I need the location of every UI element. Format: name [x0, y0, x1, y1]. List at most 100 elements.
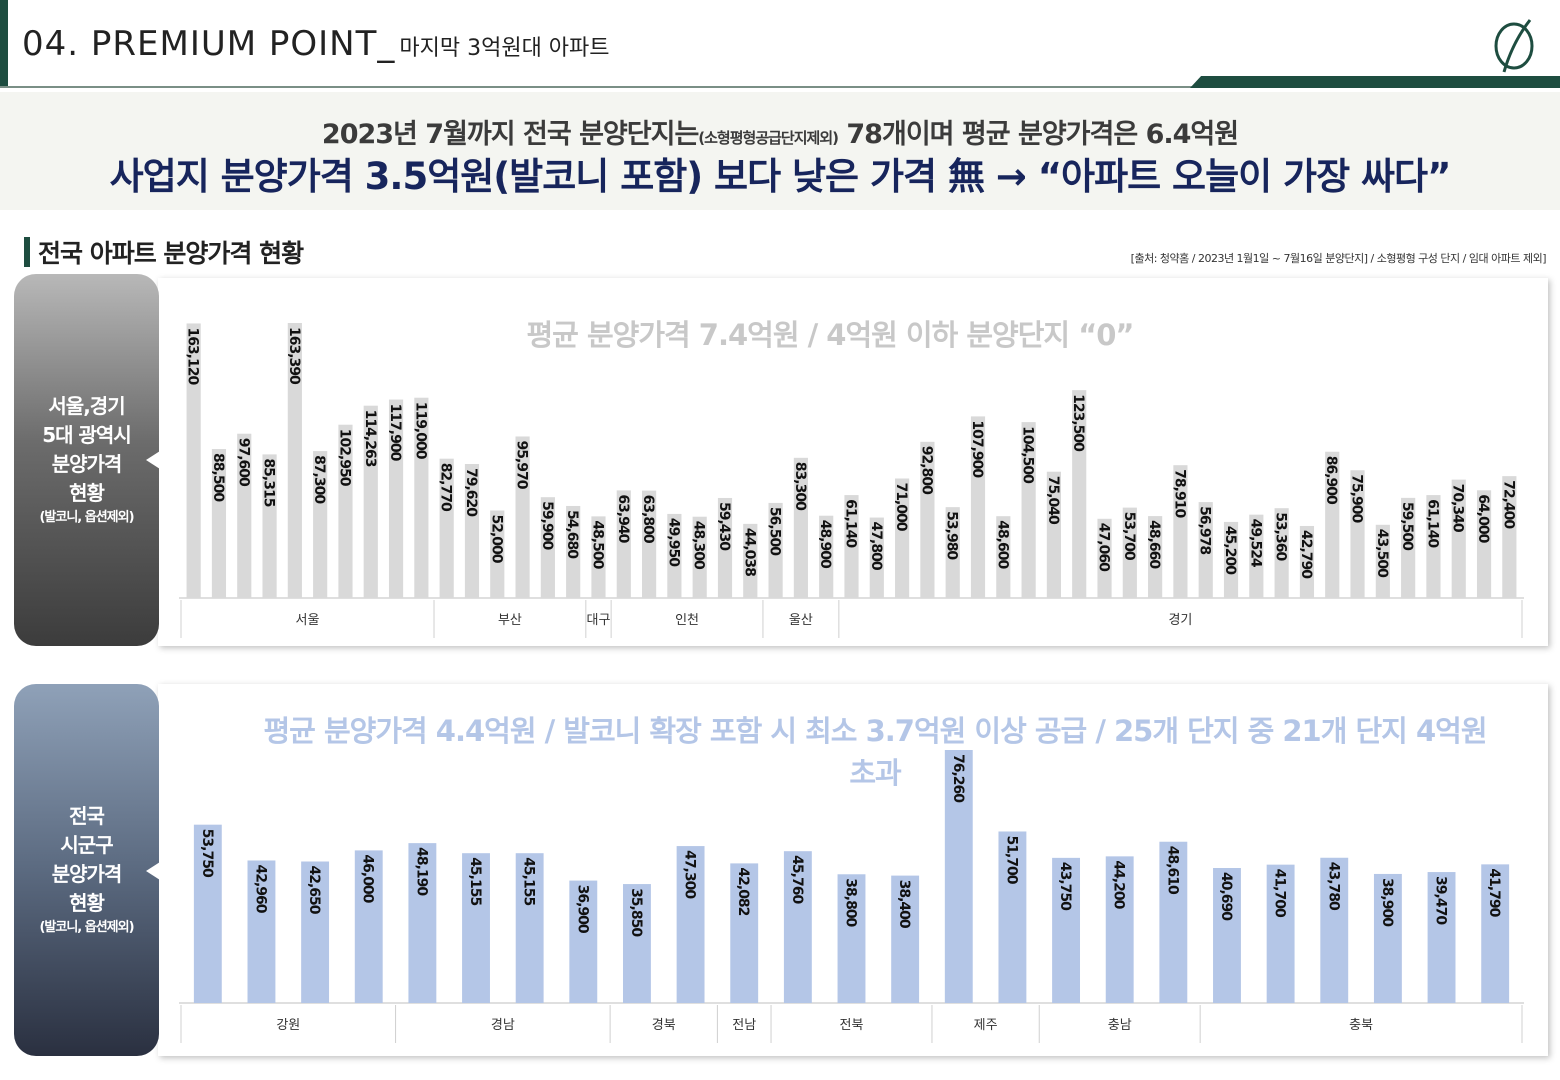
chart2-title: 평균 분양가격 4.4억원 / 발코니 확장 포함 시 최소 3.7억원 이상 …: [263, 714, 1488, 790]
group-label: 대구: [587, 613, 611, 628]
bar: [313, 451, 328, 598]
group-label: 제주: [974, 1018, 998, 1033]
bar: [464, 463, 480, 598]
group-label: 경기: [1168, 613, 1192, 628]
bar: [1375, 524, 1390, 598]
bar: [1052, 857, 1081, 1003]
bar-value-label: 38,900: [1379, 878, 1395, 927]
bar-value-label: 48,600: [994, 520, 1010, 569]
bar-value-label: 97,600: [235, 438, 251, 487]
bar: [1148, 516, 1163, 598]
bar: [211, 449, 227, 598]
bar: [622, 884, 651, 1003]
bar-value-label: 54,680: [564, 510, 580, 559]
bar: [1097, 518, 1112, 598]
bar-value-label: 38,800: [843, 878, 859, 927]
bar: [819, 515, 834, 598]
bar-value-label: 75,040: [1045, 476, 1061, 525]
group-label: 부산: [498, 613, 522, 628]
bar-value-label: 86,900: [1323, 456, 1339, 505]
bar: [1373, 873, 1402, 1003]
bar: [262, 454, 277, 598]
bar-value-label: 48,300: [691, 521, 707, 570]
bar: [439, 458, 454, 598]
bar-value-label: 61,140: [843, 499, 859, 548]
bar-value-label: 43,780: [1325, 862, 1341, 911]
bar: [247, 860, 276, 1003]
bar: [515, 436, 530, 598]
bar: [1350, 470, 1365, 598]
header-accent-bar: [0, 0, 8, 88]
bar: [920, 441, 935, 598]
source-note: [출처: 청약홈 / 2023년 1월1일 ~ 7월16일 분양단지] / 소형…: [1130, 252, 1547, 265]
bar-value-label: 95,970: [514, 440, 530, 489]
group-label: 강원: [276, 1018, 300, 1033]
bar-value-label: 75,900: [1349, 474, 1365, 523]
bar-value-label: 63,800: [640, 495, 656, 544]
bar: [1159, 841, 1188, 1003]
headline-line1-a: 2023년 7월까지 전국 분양단지는: [321, 119, 699, 150]
bar-value-label: 87,300: [311, 455, 327, 504]
bar: [414, 397, 429, 598]
bar-value-label: 63,940: [615, 494, 631, 543]
bar-value-label: 45,155: [521, 857, 537, 905]
bar-value-label: 114,263: [362, 410, 378, 467]
page-title: 04. PREMIUM POINT_ 마지막 3억원대 아파트: [22, 24, 610, 64]
bar: [1173, 465, 1188, 598]
bar: [895, 478, 910, 598]
bar-value-label: 42,960: [252, 864, 268, 913]
bar: [998, 831, 1027, 1003]
bar: [1476, 490, 1492, 598]
panel1-pointer: [146, 451, 160, 469]
bar-value-label: 39,470: [1433, 876, 1449, 925]
bar-value-label: 163,390: [286, 327, 302, 385]
bar-value-label: 42,082: [735, 867, 751, 915]
bar: [869, 517, 884, 598]
panel1-side-line: 분양가격: [51, 452, 123, 476]
bar-value-label: 56,978: [1197, 506, 1213, 554]
panel2-side-label: 전국 시군구 분양가격 현황 (발코니, 옵션제외): [14, 684, 159, 1056]
bar: [388, 399, 404, 598]
panel2-side-line: 현황: [69, 891, 105, 915]
panel1-side-line: 서울,경기: [48, 394, 125, 418]
bar: [1213, 868, 1241, 1003]
panel2-pointer: [146, 862, 160, 880]
bar: [1426, 495, 1441, 598]
page-title-sub: 마지막 3억원대 아파트: [399, 36, 610, 61]
group-label: 경남: [491, 1018, 515, 1033]
section-title: 전국 아파트 분양가격 현황: [38, 239, 304, 268]
bar: [1198, 502, 1213, 598]
bar-value-label: 107,900: [969, 420, 985, 478]
header-divider: [0, 86, 1560, 88]
bar: [970, 416, 986, 598]
bar: [1299, 525, 1315, 598]
bar-value-label: 45,200: [1222, 526, 1238, 575]
bar-value-label: 59,500: [1399, 502, 1415, 551]
bar-value-label: 42,650: [306, 866, 322, 915]
bar-value-label: 47,060: [1096, 523, 1112, 572]
bar-value-label: 48,500: [589, 520, 605, 569]
panel1-side-line: 5대 광역시: [42, 423, 131, 447]
bar-value-label: 45,155: [467, 857, 483, 905]
group-label: 전북: [840, 1018, 864, 1033]
bar-value-label: 64,000: [1475, 494, 1491, 543]
bar: [1274, 508, 1289, 598]
bar: [891, 875, 920, 1003]
bar: [1451, 479, 1466, 598]
bar-value-label: 43,750: [1057, 862, 1073, 911]
bar: [363, 405, 378, 598]
bar: [186, 323, 201, 598]
group-label: 충남: [1108, 1018, 1132, 1033]
bar: [540, 497, 555, 598]
bar: [642, 490, 657, 598]
bar-value-label: 35,850: [628, 888, 644, 937]
bar: [338, 424, 353, 598]
bar: [1249, 514, 1264, 598]
bar: [1502, 476, 1517, 598]
bar-value-label: 71,000: [893, 483, 909, 532]
group-label: 인천: [675, 613, 699, 628]
bar: [783, 851, 812, 1003]
bar: [569, 880, 598, 1003]
headline-band: [0, 92, 1560, 210]
bar: [837, 874, 866, 1003]
